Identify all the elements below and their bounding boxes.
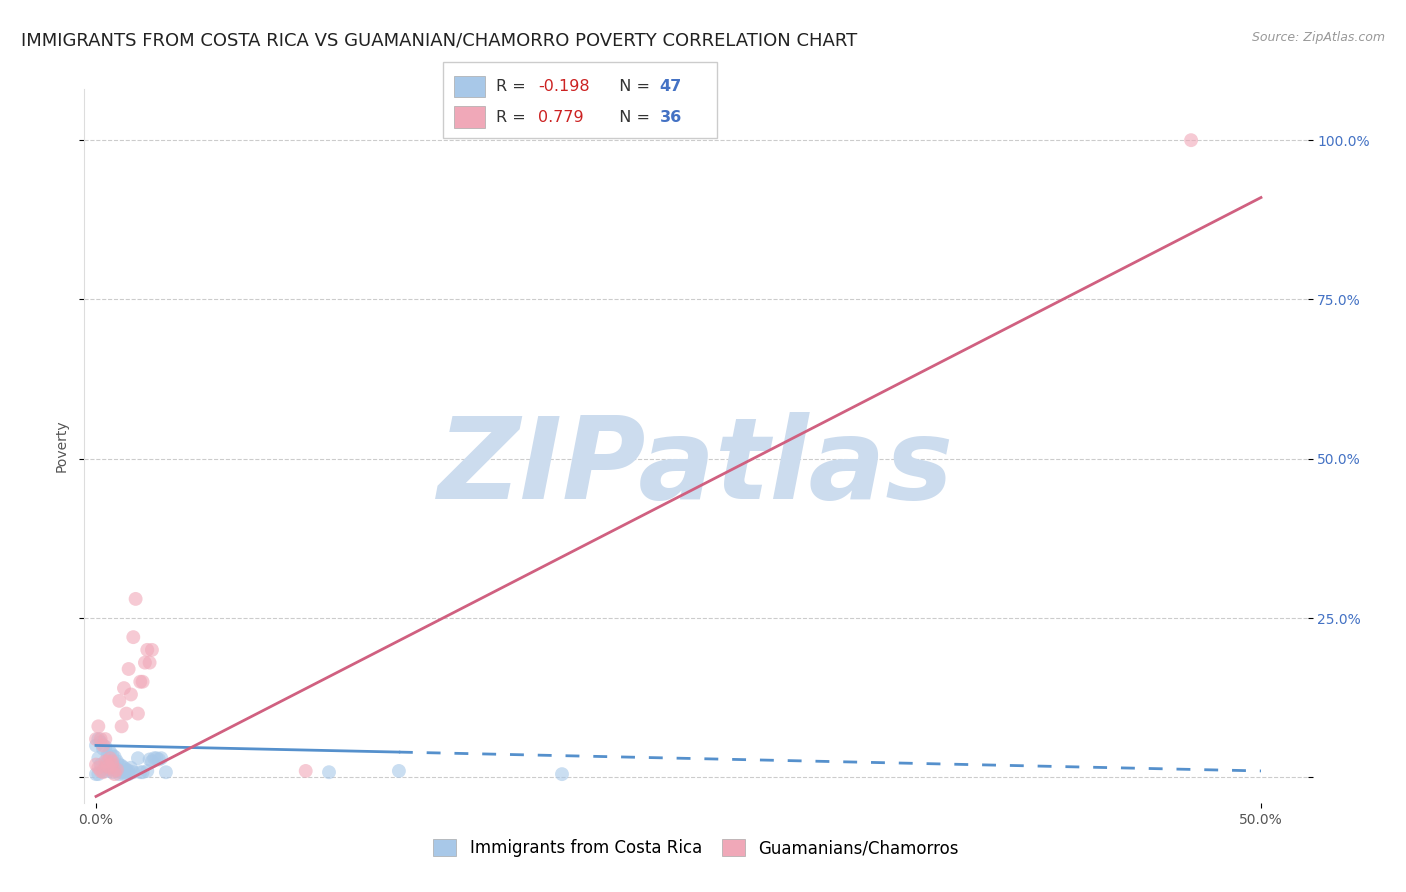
Text: N =: N =	[609, 79, 655, 95]
Point	[101, 747, 124, 762]
Point	[112, 761, 135, 775]
Point	[97, 755, 120, 769]
Point	[129, 765, 152, 780]
Point	[97, 747, 120, 762]
Point	[117, 662, 139, 676]
Point	[108, 767, 131, 781]
Point	[120, 761, 142, 775]
Point	[117, 764, 139, 778]
Point	[129, 674, 152, 689]
Point	[91, 741, 114, 756]
Point	[101, 765, 124, 780]
Text: R =: R =	[496, 110, 536, 125]
Text: IMMIGRANTS FROM COSTA RICA VS GUAMANIAN/CHAMORRO POVERTY CORRELATION CHART: IMMIGRANTS FROM COSTA RICA VS GUAMANIAN/…	[21, 31, 858, 49]
Point	[141, 755, 163, 769]
Point	[94, 761, 117, 775]
Text: N =: N =	[609, 110, 655, 125]
Point	[122, 765, 145, 780]
Point	[104, 764, 127, 778]
Point	[551, 767, 574, 781]
Point	[98, 761, 121, 775]
Text: R =: R =	[496, 79, 531, 95]
Point	[101, 757, 124, 772]
Point	[111, 765, 134, 780]
Point	[91, 739, 114, 753]
Point	[105, 764, 128, 778]
Point	[87, 751, 110, 765]
Point	[112, 681, 135, 695]
Point	[84, 757, 107, 772]
Point	[122, 630, 145, 644]
Point	[90, 735, 112, 749]
Point	[94, 739, 117, 754]
Point	[87, 761, 110, 775]
Point	[120, 688, 142, 702]
Point	[134, 656, 156, 670]
Point	[111, 719, 134, 733]
Point	[97, 759, 120, 773]
Point	[94, 732, 117, 747]
Point	[87, 719, 110, 733]
Point	[98, 745, 121, 759]
Point	[91, 764, 114, 778]
Point	[108, 694, 131, 708]
Point	[84, 739, 107, 753]
Point	[131, 674, 153, 689]
Point	[148, 752, 170, 766]
Point	[108, 757, 131, 772]
Point	[138, 752, 160, 766]
Point	[90, 757, 112, 772]
Point	[112, 767, 135, 781]
Point	[94, 755, 117, 769]
Point	[136, 764, 159, 778]
Text: 0.779: 0.779	[538, 110, 583, 125]
Point	[127, 706, 149, 721]
Point	[318, 765, 340, 780]
Point	[127, 751, 149, 765]
Point	[136, 643, 159, 657]
FancyBboxPatch shape	[454, 76, 485, 97]
Point	[138, 656, 160, 670]
Point	[104, 767, 127, 781]
Point	[155, 765, 177, 780]
Point	[91, 765, 114, 780]
Point	[131, 765, 153, 780]
Point	[294, 764, 316, 778]
Point	[115, 763, 138, 777]
Point	[141, 643, 163, 657]
Point	[124, 591, 146, 606]
Point	[150, 751, 173, 765]
Point	[98, 763, 121, 777]
Text: 36: 36	[659, 110, 682, 125]
Point	[104, 759, 127, 773]
Point	[117, 767, 139, 781]
Point	[105, 763, 128, 777]
Point	[388, 764, 411, 778]
Point	[90, 732, 112, 747]
FancyBboxPatch shape	[454, 106, 485, 128]
Point	[111, 759, 134, 773]
Point	[1180, 133, 1202, 147]
Text: 47: 47	[659, 79, 682, 95]
Point	[115, 765, 138, 780]
Point	[143, 751, 166, 765]
Point	[97, 764, 120, 778]
FancyBboxPatch shape	[443, 62, 717, 138]
Text: Source: ZipAtlas.com: Source: ZipAtlas.com	[1251, 31, 1385, 45]
Point	[87, 767, 110, 781]
Text: -0.198: -0.198	[538, 79, 591, 95]
Point	[115, 706, 138, 721]
Text: ZIPatlas: ZIPatlas	[437, 412, 955, 523]
Point	[145, 751, 167, 765]
Point	[105, 755, 128, 769]
Point	[104, 750, 127, 764]
Point	[101, 755, 124, 769]
Point	[98, 751, 121, 765]
Point	[87, 732, 110, 747]
Point	[84, 767, 107, 781]
Legend: Immigrants from Costa Rica, Guamanians/Chamorros: Immigrants from Costa Rica, Guamanians/C…	[425, 831, 967, 866]
Point	[84, 732, 107, 747]
Y-axis label: Poverty: Poverty	[55, 420, 69, 472]
Point	[90, 764, 112, 778]
